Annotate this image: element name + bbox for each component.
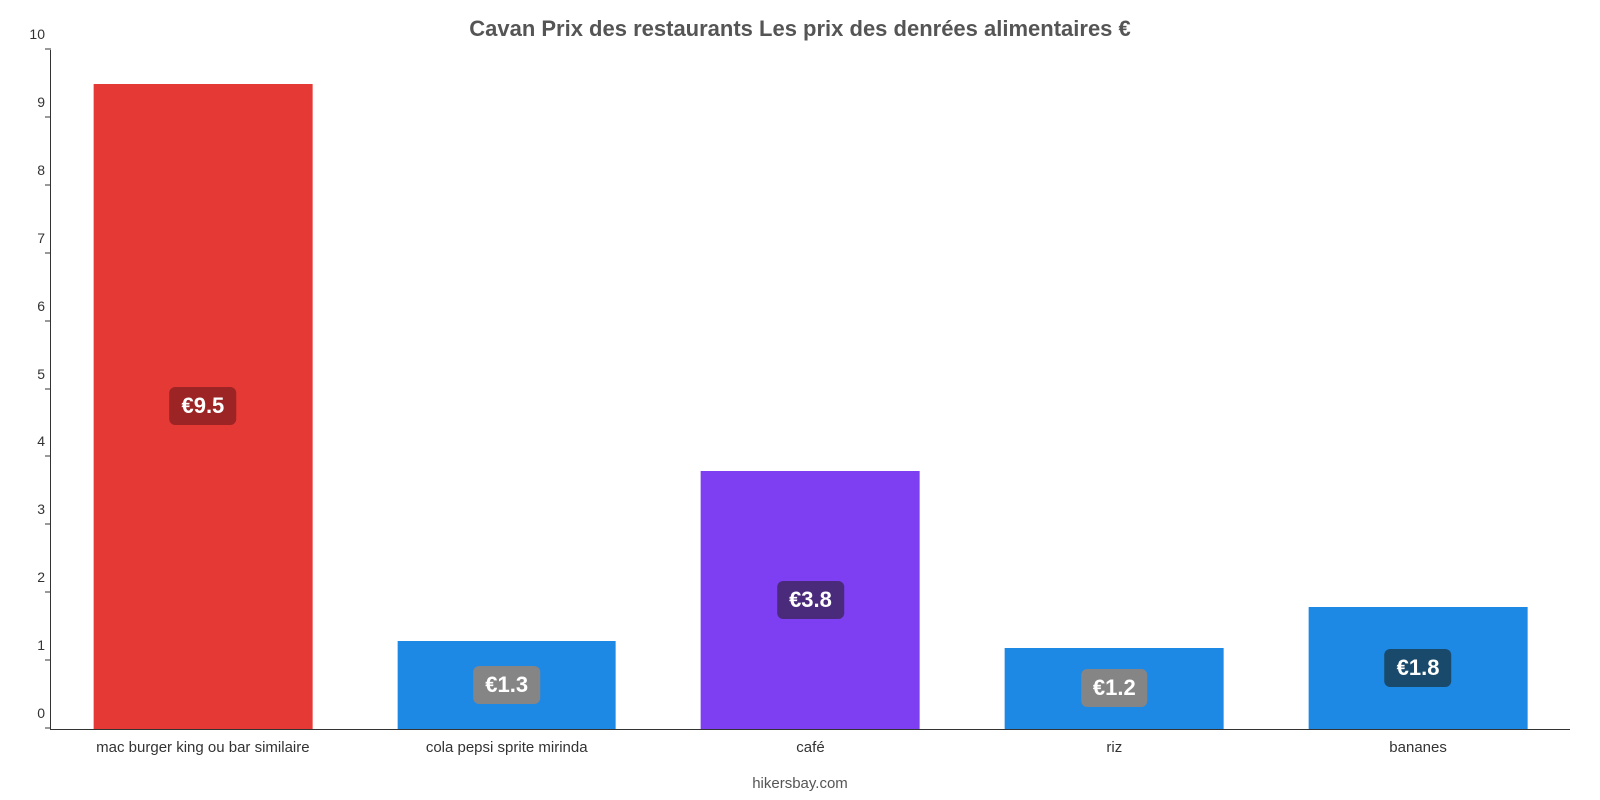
- y-tick-mark: [45, 660, 51, 661]
- y-tick-mark: [45, 49, 51, 50]
- y-tick-mark: [45, 524, 51, 525]
- x-category-label: riz: [1106, 739, 1122, 756]
- y-tick-label: 1: [15, 637, 45, 653]
- chart-title: Cavan Prix des restaurants Les prix des …: [0, 0, 1600, 42]
- bar: €1.8: [1309, 607, 1528, 729]
- x-category-label: cola pepsi sprite mirinda: [426, 739, 588, 756]
- y-tick-label: 8: [15, 162, 45, 178]
- bar-value-label: €3.8: [777, 581, 844, 619]
- bar: €1.3: [397, 641, 616, 729]
- x-category-label: bananes: [1389, 739, 1447, 756]
- bars-region: €9.5mac burger king ou bar similaire€1.3…: [51, 50, 1570, 729]
- y-tick-mark: [45, 592, 51, 593]
- y-tick-label: 2: [15, 569, 45, 585]
- bar-slot: €1.8bananes: [1266, 50, 1570, 729]
- y-tick-mark: [45, 320, 51, 321]
- bar-slot: €1.3cola pepsi sprite mirinda: [355, 50, 659, 729]
- y-tick-label: 6: [15, 298, 45, 314]
- bar: €9.5: [94, 84, 313, 729]
- y-tick-label: 10: [15, 26, 45, 42]
- bar-value-label: €9.5: [169, 387, 236, 425]
- bar-slot: €3.8café: [659, 50, 963, 729]
- y-tick-label: 7: [15, 230, 45, 246]
- source-footer: hikersbay.com: [752, 775, 848, 792]
- y-tick-mark: [45, 116, 51, 117]
- x-category-label: mac burger king ou bar similaire: [96, 739, 309, 756]
- y-tick-mark: [45, 456, 51, 457]
- bar-value-label: €1.8: [1385, 649, 1452, 687]
- bar-slot: €1.2riz: [962, 50, 1266, 729]
- y-tick-label: 0: [15, 705, 45, 721]
- x-category-label: café: [796, 739, 824, 756]
- chart-container: Cavan Prix des restaurants Les prix des …: [0, 0, 1600, 800]
- y-tick-mark: [45, 184, 51, 185]
- bar-value-label: €1.3: [473, 666, 540, 704]
- plot-area: €9.5mac burger king ou bar similaire€1.3…: [50, 50, 1570, 730]
- y-tick-mark: [45, 252, 51, 253]
- y-tick-mark: [45, 388, 51, 389]
- bar: €3.8: [701, 471, 920, 729]
- y-tick-label: 9: [15, 94, 45, 110]
- y-tick-label: 4: [15, 433, 45, 449]
- y-tick-label: 5: [15, 366, 45, 382]
- y-tick-mark: [45, 728, 51, 729]
- bar-value-label: €1.2: [1081, 669, 1148, 707]
- bar-slot: €9.5mac burger king ou bar similaire: [51, 50, 355, 729]
- bar: €1.2: [1005, 648, 1224, 729]
- y-tick-label: 3: [15, 501, 45, 517]
